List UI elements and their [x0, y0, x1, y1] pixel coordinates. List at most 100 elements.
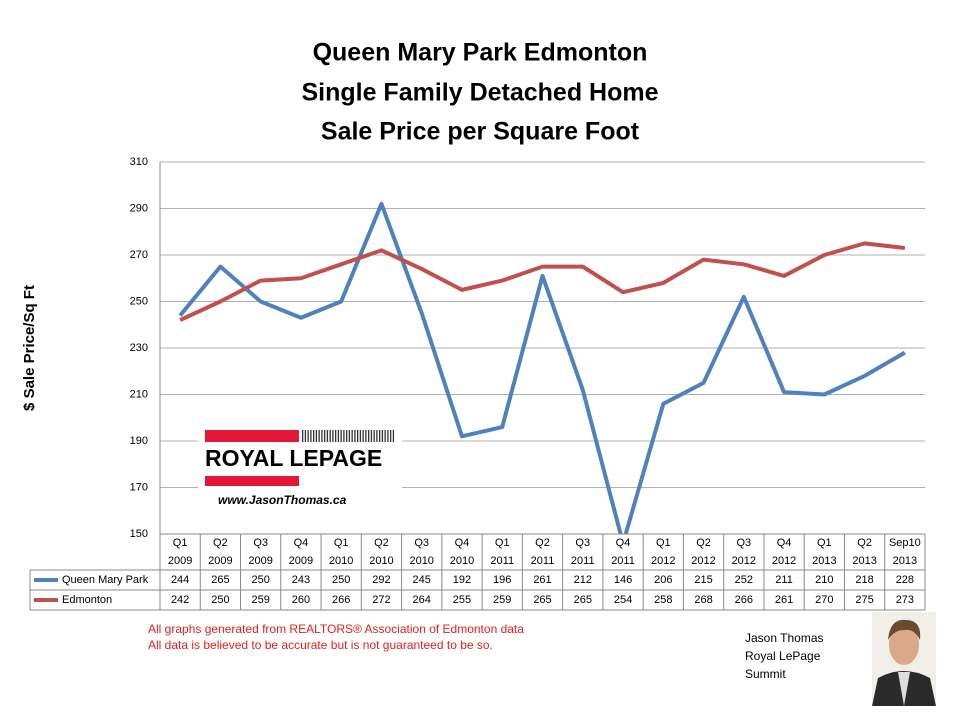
- barcode-stripe: [351, 430, 353, 442]
- x-tick-label: Q1 2012: [651, 537, 675, 567]
- agent-name: Jason Thomas: [745, 631, 824, 645]
- table-value: 242: [171, 594, 189, 606]
- barcode-stripe: [343, 430, 345, 442]
- table-value: 146: [614, 574, 632, 586]
- plot-area: [178, 201, 906, 534]
- y-tick-label: 250: [130, 295, 148, 307]
- logo-barcode: [302, 430, 395, 442]
- barcode-stripe: [392, 430, 395, 442]
- x-tick-label: Q1 2009: [168, 537, 192, 567]
- barcode-stripe: [359, 430, 362, 442]
- table-value: 206: [654, 574, 672, 586]
- barcode-stripe: [337, 430, 340, 442]
- table-value: 255: [453, 594, 471, 606]
- barcode-stripe: [335, 430, 337, 442]
- data-table: Q1 2009 Q2 2009 Q3 2009 Q4 2009 Q1 2010 Q2 2010 Q3 20…: [29, 533, 926, 611]
- table-value: 215: [694, 574, 712, 586]
- barcode-stripe: [346, 430, 348, 442]
- table-value: 212: [574, 574, 592, 586]
- x-tick-label: Q3 2012: [732, 537, 756, 567]
- agent-office: Summit: [745, 667, 786, 681]
- x-tick-label: Sep10 2013: [889, 537, 921, 567]
- table-value: 261: [533, 574, 551, 586]
- table-value: 261: [775, 594, 793, 606]
- barcode-stripe: [307, 430, 309, 442]
- barcode-stripe: [318, 430, 320, 442]
- x-tick-label: Q2 2010: [369, 537, 393, 567]
- table-value: 245: [413, 574, 431, 586]
- table-value: 192: [453, 574, 471, 586]
- table-value: 265: [211, 574, 229, 586]
- table-value: 266: [332, 594, 350, 606]
- table-value: 218: [855, 574, 873, 586]
- table-value: 244: [171, 574, 189, 586]
- table-value: 273: [896, 594, 914, 606]
- barcode-stripe: [310, 430, 312, 442]
- barcode-stripe: [348, 430, 351, 442]
- barcode-stripe: [321, 430, 323, 442]
- table-value: 260: [292, 594, 310, 606]
- barcode-stripe: [362, 430, 364, 442]
- barcode-stripe: [302, 430, 304, 442]
- barcode-stripe: [365, 430, 367, 442]
- barcode-stripe: [387, 430, 389, 442]
- x-tick-label: Q2 2011: [531, 537, 555, 567]
- table-value: 254: [614, 594, 632, 606]
- table-value: 272: [372, 594, 390, 606]
- table-value: 266: [735, 594, 753, 606]
- series-line: [179, 241, 906, 322]
- table-value: 243: [292, 574, 310, 586]
- table-value: 270: [815, 594, 833, 606]
- y-tick-label: 270: [130, 249, 148, 261]
- x-tick-label: Q4 2012: [772, 537, 796, 567]
- barcode-stripe: [368, 430, 370, 442]
- logo-bar: [205, 476, 299, 486]
- footnote: All graphs generated from REALTORS® Asso…: [148, 622, 524, 636]
- x-tick-label: Q1 2010: [329, 537, 353, 567]
- table-value: 228: [896, 574, 914, 586]
- y-tick-label: 230: [130, 342, 148, 354]
- table-value: 265: [533, 594, 551, 606]
- table-value: 196: [493, 574, 511, 586]
- barcode-stripe: [384, 430, 386, 442]
- logo: ROYAL LEPAGE www.JasonThomas.ca: [198, 424, 402, 507]
- y-tick-label: 170: [130, 481, 148, 493]
- table-value: 275: [855, 594, 873, 606]
- table-value: 268: [694, 594, 712, 606]
- barcode-stripe: [390, 430, 392, 442]
- barcode-stripe: [340, 430, 342, 442]
- x-tick-label: Q3 2011: [571, 537, 595, 567]
- barcode-stripe: [376, 430, 378, 442]
- x-tick-label: Q2 2012: [691, 537, 715, 567]
- legend-label: Queen Mary Park: [62, 574, 149, 586]
- chart-subtitle: Single Family Detached Home: [301, 79, 658, 107]
- table-value: 250: [332, 574, 350, 586]
- series-line: [178, 201, 906, 534]
- barcode-stripe: [381, 430, 384, 442]
- table-value: 259: [493, 594, 511, 606]
- barcode-stripe: [354, 430, 356, 442]
- table-value: 210: [815, 574, 833, 586]
- legend-label: Edmonton: [62, 594, 112, 606]
- x-tick-label: Q4 2010: [450, 537, 474, 567]
- barcode-stripe: [357, 430, 359, 442]
- barcode-stripe: [332, 430, 334, 442]
- table-value: 258: [654, 594, 672, 606]
- table-value: 264: [413, 594, 431, 606]
- y-tick-label: 310: [130, 156, 148, 168]
- barcode-stripe: [324, 430, 326, 442]
- footnote: All data is believed to be accurate but …: [148, 638, 493, 652]
- barcode-stripe: [370, 430, 373, 442]
- y-tick-label: 210: [130, 388, 148, 400]
- y-tick-label: 150: [130, 528, 148, 540]
- barcode-stripe: [379, 430, 381, 442]
- x-tick-label: Q2 2009: [208, 537, 232, 567]
- table-value: 211: [775, 574, 793, 586]
- x-tick-label: Q3 2010: [409, 537, 433, 567]
- x-tick-label: Q3 2009: [248, 537, 272, 567]
- x-tick-label: Q4 2009: [289, 537, 313, 567]
- barcode-stripe: [304, 430, 307, 442]
- barcode-stripe: [313, 430, 315, 442]
- photo-face: [889, 625, 919, 665]
